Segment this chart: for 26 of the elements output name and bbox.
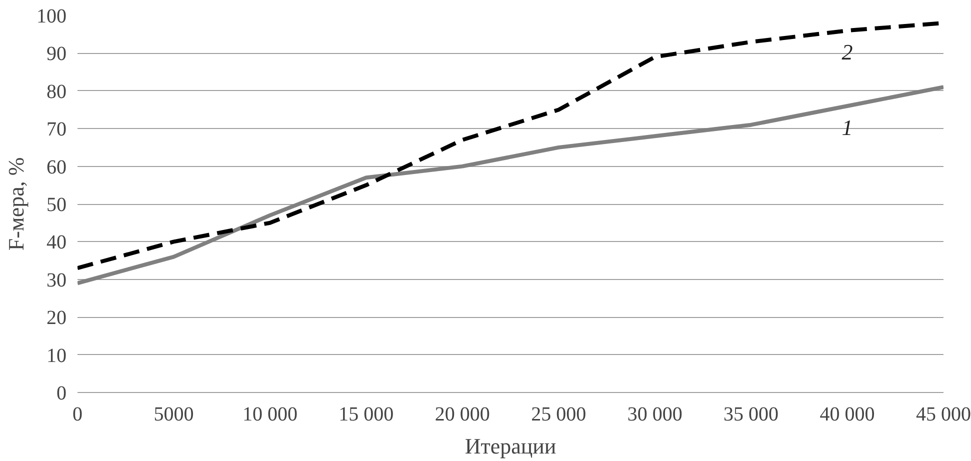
x-tick-label: 45 000 [916, 404, 971, 426]
x-tick-label: 10 000 [242, 404, 298, 426]
x-axis-title: Итерации [464, 434, 556, 458]
y-tick-label: 30 [46, 269, 66, 292]
y-tick-label: 80 [46, 80, 66, 103]
series-label: 1 [842, 114, 853, 140]
x-tick-label: 0 [72, 404, 82, 426]
y-tick-label: 50 [46, 194, 66, 216]
y-tick-label: 40 [46, 232, 66, 254]
x-tick-label: 30 000 [627, 404, 682, 426]
y-tick-label: 20 [46, 307, 66, 330]
x-tick-label: 5000 [154, 404, 194, 426]
y-axis-title: F-мера, % [4, 157, 28, 251]
line-series [78, 85, 944, 286]
x-tick-label: 20 000 [434, 404, 490, 426]
y-tick-label: 0 [56, 382, 66, 404]
y-tick-label: 70 [46, 118, 66, 141]
y-tick-label: 100 [36, 6, 66, 28]
y-tick-label: 60 [46, 156, 66, 178]
x-tick-label: 35 000 [724, 404, 779, 426]
x-tick-label: 40 000 [820, 404, 875, 426]
y-tick-label: 90 [46, 43, 66, 66]
x-tick-label: 25 000 [531, 404, 586, 426]
y-tick-label: 10 [46, 344, 66, 367]
series-label: 2 [842, 40, 853, 65]
x-tick-label: 15 000 [338, 404, 394, 426]
